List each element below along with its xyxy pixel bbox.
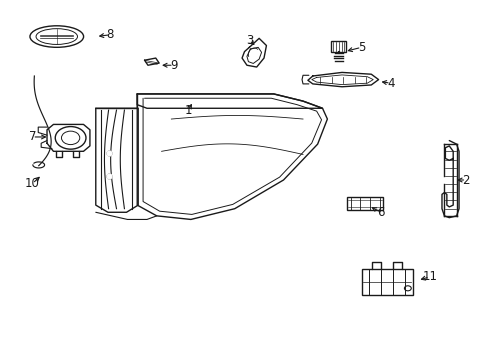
Text: 8: 8 (106, 28, 114, 41)
Text: 5: 5 (357, 41, 365, 54)
Text: 6: 6 (377, 206, 384, 219)
Ellipse shape (30, 26, 83, 47)
Ellipse shape (36, 29, 77, 44)
Text: 7: 7 (29, 130, 36, 144)
Text: 4: 4 (386, 77, 394, 90)
Text: 3: 3 (245, 33, 253, 47)
Bar (346, 197, 383, 211)
Text: 10: 10 (25, 177, 40, 190)
Text: 11: 11 (422, 270, 436, 283)
FancyBboxPatch shape (330, 41, 346, 52)
Bar (361, 269, 412, 295)
Text: 2: 2 (462, 174, 469, 186)
Text: 9: 9 (170, 59, 177, 72)
Text: 1: 1 (184, 104, 192, 117)
